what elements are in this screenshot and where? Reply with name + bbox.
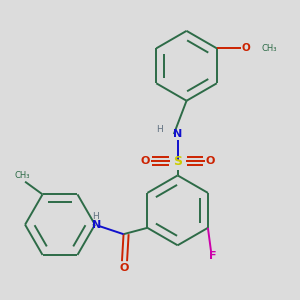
Text: CH₃: CH₃ <box>14 172 30 181</box>
Text: O: O <box>119 263 129 273</box>
Text: H: H <box>92 212 99 221</box>
Text: O: O <box>242 43 250 53</box>
Text: O: O <box>206 156 215 166</box>
Text: N: N <box>173 129 182 139</box>
Text: H: H <box>156 125 163 134</box>
Text: N: N <box>92 220 101 230</box>
Text: F: F <box>209 251 216 261</box>
Text: CH₃: CH₃ <box>262 44 278 53</box>
Text: S: S <box>173 154 182 168</box>
Text: O: O <box>140 156 150 166</box>
